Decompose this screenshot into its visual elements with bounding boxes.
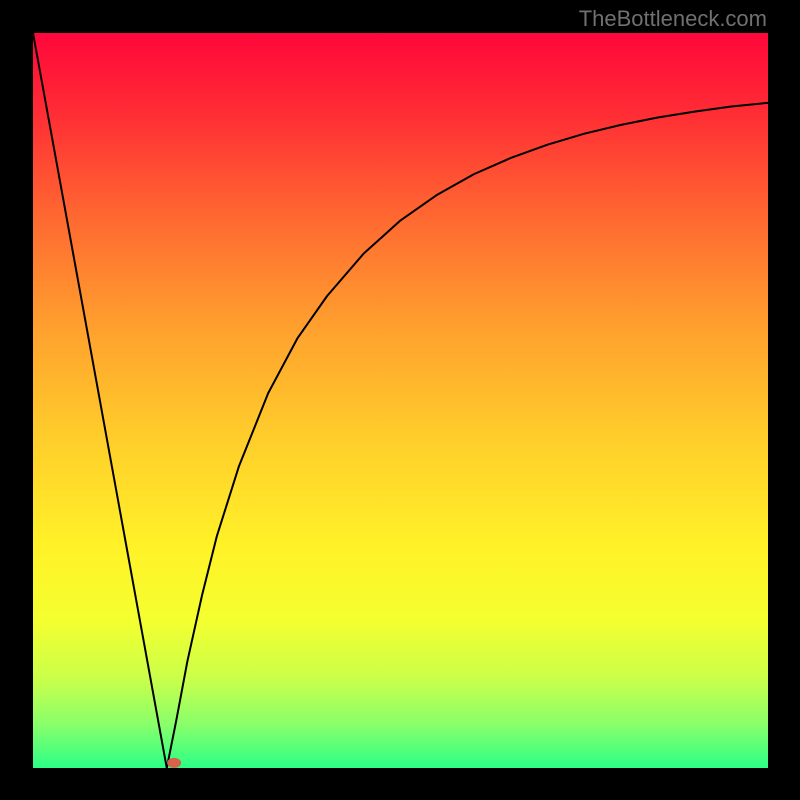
chart-container: TheBottleneck.com [0,0,800,800]
valley-marker [167,758,181,768]
bottleneck-chart [0,0,800,800]
watermark-text: TheBottleneck.com [579,6,767,32]
plot-area [33,33,768,768]
